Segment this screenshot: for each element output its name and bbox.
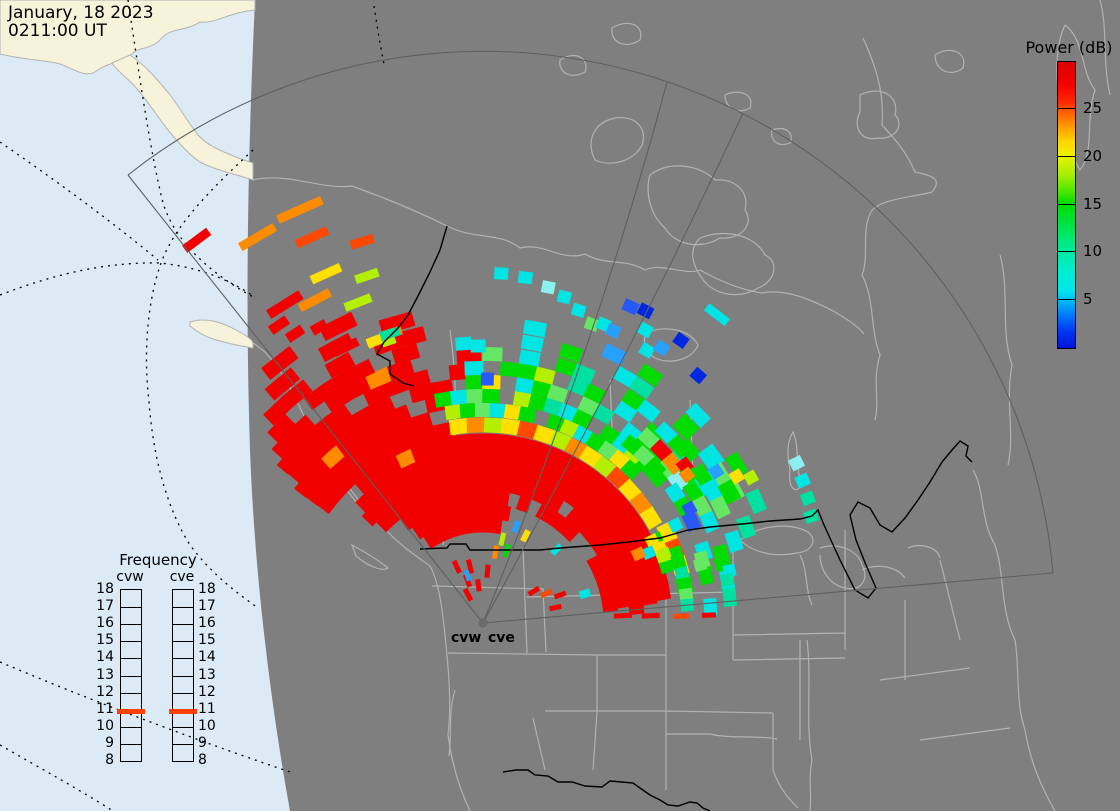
frequency-tick-label: 12 [198, 684, 216, 700]
frequency-tick-label: 18 [198, 581, 216, 597]
colorbar [1057, 61, 1076, 349]
frequency-tick-label: 16 [198, 615, 216, 631]
dotted-graticule [0, 0, 385, 811]
frequency-marker [117, 709, 145, 714]
colorbar-tick-label: 20 [1083, 147, 1103, 165]
frequency-column-label: cvw [116, 569, 144, 585]
frequency-ladder-rung [173, 658, 193, 660]
frequency-tick-label: 17 [198, 598, 216, 614]
colorbar-tick-label: 10 [1083, 242, 1103, 260]
frequency-tick-label: 14 [198, 649, 216, 665]
frequency-ladder-rung [121, 607, 141, 609]
site-label-cvw: cvw [451, 630, 482, 646]
frequency-tick-label: 15 [96, 632, 114, 648]
frequency-ladder-rung [173, 641, 193, 643]
coastlines [251, 0, 1111, 811]
frequency-ladder-rung [173, 624, 193, 626]
frequency-ladder-rung [121, 624, 141, 626]
frequency-ladder-rung [121, 675, 141, 677]
frequency-ladder-rung [121, 726, 141, 728]
frequency-ladder [120, 589, 142, 762]
colorbar-tick-label: 25 [1083, 99, 1103, 117]
frequency-ladder-rung [173, 607, 193, 609]
frequency-tick-label: 8 [105, 752, 114, 768]
frequency-ladder-rung [121, 692, 141, 694]
frequency-legend-title: Frequency [119, 551, 197, 569]
frequency-tick-label: 10 [198, 718, 216, 734]
colorbar-tick-label: 15 [1083, 195, 1103, 213]
timestamp-date: January, 18 2023 [8, 3, 154, 23]
fov-boundaries [127, 50, 1054, 624]
frequency-tick-label: 9 [198, 735, 207, 751]
frequency-tick-label: 18 [96, 581, 114, 597]
backscatter-tiles [181, 195, 820, 619]
frequency-tick-label: 13 [96, 667, 114, 683]
country-borders [376, 225, 973, 811]
dayside-ocean [0, 0, 290, 811]
colorbar-segment-line [1058, 204, 1075, 205]
site-label-cve: cve [488, 630, 515, 646]
colorbar-title: Power (dB) [1025, 38, 1113, 57]
colorbar-segment-line [1058, 108, 1075, 109]
frequency-tick-label: 11 [198, 701, 216, 717]
frequency-column-label: cve [169, 569, 195, 585]
frequency-ladder-rung [173, 726, 193, 728]
colorbar-tick-label: 5 [1083, 290, 1093, 308]
timestamp-time: 0211:00 UT [8, 21, 107, 41]
frequency-tick-label: 8 [198, 752, 207, 768]
frequency-tick-label: 17 [96, 598, 114, 614]
frequency-tick-label: 14 [96, 649, 114, 665]
frequency-ladder-rung [173, 692, 193, 694]
colorbar-segment-line [1058, 299, 1075, 300]
colorbar-segment-line [1058, 251, 1075, 252]
colorbar-segment-line [1058, 156, 1075, 157]
frequency-ladder-rung [173, 743, 193, 745]
frequency-tick-label: 11 [96, 701, 114, 717]
frequency-tick-label: 12 [96, 684, 114, 700]
frequency-tick-label: 16 [96, 615, 114, 631]
radar-site-dot [478, 618, 488, 628]
frequency-marker [169, 709, 197, 714]
dayside-land [0, 0, 256, 349]
frequency-ladder-rung [121, 658, 141, 660]
frequency-ladder-rung [121, 641, 141, 643]
frequency-tick-label: 13 [198, 667, 216, 683]
frequency-ladder-rung [173, 675, 193, 677]
frequency-tick-label: 9 [105, 735, 114, 751]
frequency-tick-label: 15 [198, 632, 216, 648]
frequency-ladder-rung [121, 743, 141, 745]
frequency-tick-label: 10 [96, 718, 114, 734]
frequency-ladder [172, 589, 194, 762]
